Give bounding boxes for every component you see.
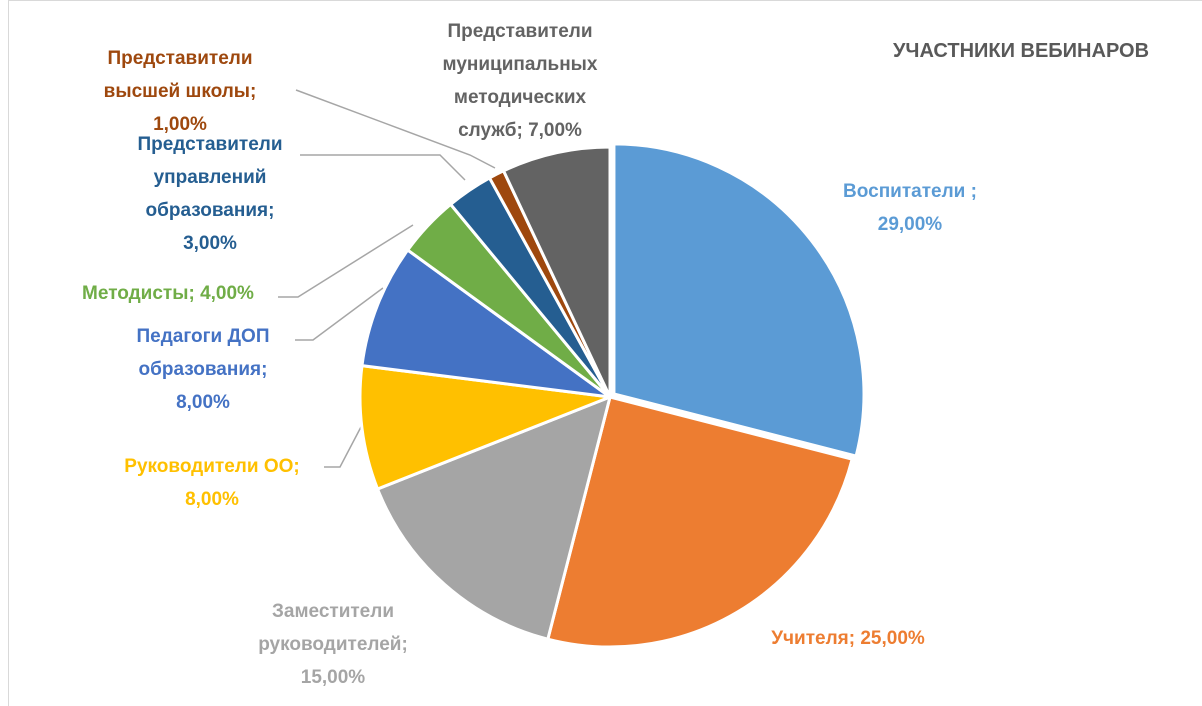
data-label: Представители управлений образования; 3,…: [125, 128, 295, 260]
leader-line: [324, 424, 363, 468]
value-label: 29,00%: [877, 214, 943, 235]
category-label: Представители высшей школы;: [103, 48, 257, 102]
value-label: 15,00%: [300, 667, 366, 688]
category-label: Педагоги ДОП образования;: [136, 326, 270, 380]
pie-slice: [612, 142, 866, 458]
value-label: 4,00%: [200, 283, 254, 304]
value-label: 8,00%: [176, 392, 230, 413]
data-label: Заместители руководителей; 15,00%: [248, 595, 418, 694]
data-label: Учителя; 25,00%: [728, 622, 968, 655]
leader-line: [278, 224, 414, 298]
category-label: Учителя;: [771, 628, 856, 649]
category-label: Заместители руководителей;: [258, 601, 408, 655]
chart-title: УЧАСТНИКИ ВЕБИНАРОВ: [892, 40, 1150, 62]
leader-line: [300, 154, 466, 181]
pie: [358, 142, 866, 649]
leader-lines: [278, 89, 496, 468]
category-label: Руководители ОО;: [124, 456, 300, 477]
chart-frame: [8, 0, 1202, 706]
leader-line: [295, 287, 384, 341]
data-label: Воспитатели ; 29,00%: [825, 175, 995, 241]
value-label: 25,00%: [860, 628, 925, 649]
leader-line: [295, 89, 496, 169]
pie-slice: [375, 394, 613, 641]
pie-slice: [360, 247, 611, 399]
value-label: 8,00%: [185, 489, 239, 510]
value-label: 7,00%: [528, 120, 582, 141]
pie-slice: [358, 363, 611, 491]
category-label: Представители управлений образования;: [137, 134, 283, 221]
value-label: 3,00%: [183, 233, 237, 254]
value-label: 1,00%: [153, 114, 207, 135]
pie-slice: [546, 395, 854, 649]
data-label: Представители муниципальных методических…: [435, 15, 605, 147]
data-label: Представители высшей школы; 1,00%: [90, 42, 270, 141]
pie-slice: [501, 145, 612, 398]
data-label: Руководители ОО; 8,00%: [112, 450, 312, 516]
category-label: Представители муниципальных методических…: [442, 21, 598, 141]
data-label: Педагоги ДОП образования; 8,00%: [121, 320, 286, 419]
category-label: Воспитатели ;: [843, 181, 977, 202]
category-label: Методисты;: [82, 283, 195, 304]
data-label: Методисты; 4,00%: [48, 277, 288, 310]
